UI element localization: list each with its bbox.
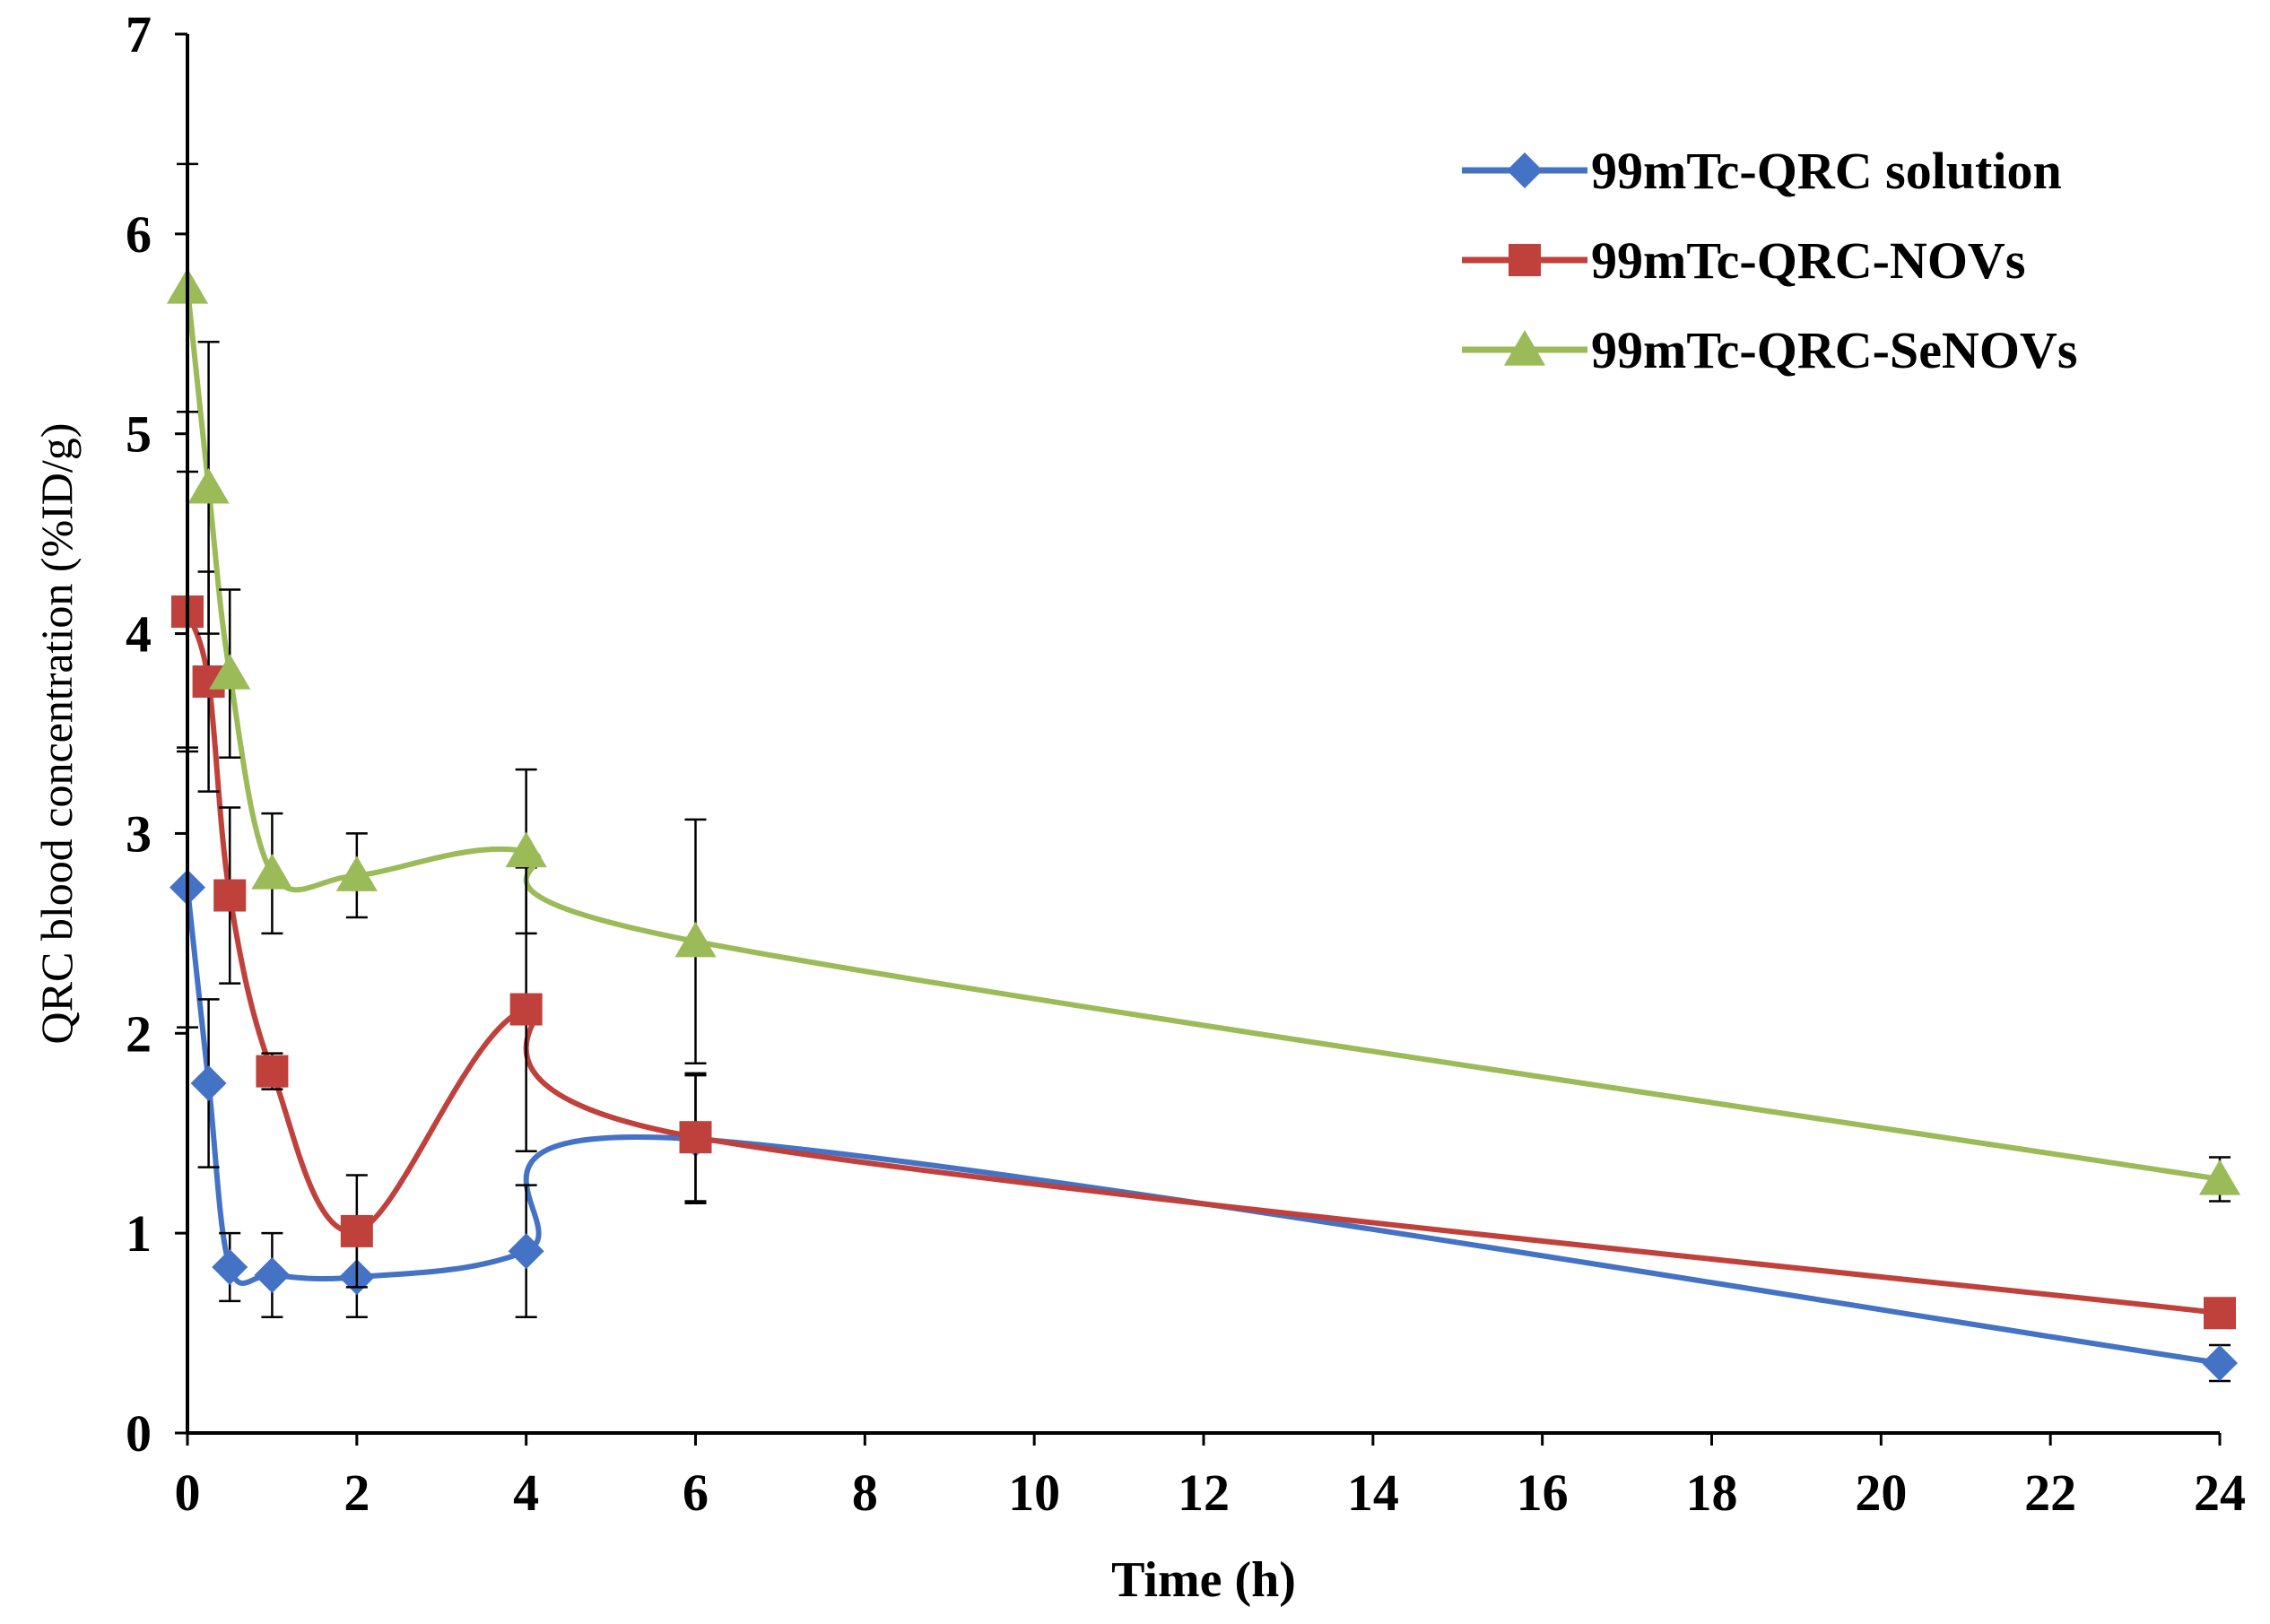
x-tick-label: 14 (1347, 1463, 1399, 1522)
data-point (251, 854, 293, 890)
data-point (2198, 1159, 2241, 1195)
x-tick-label: 4 (513, 1463, 539, 1522)
data-point (509, 993, 543, 1026)
data-point (674, 921, 717, 958)
data-point (187, 467, 230, 504)
series-1 (171, 470, 2236, 1330)
legend-marker (1509, 244, 1541, 276)
series-0 (170, 746, 2238, 1383)
y-axis-title: QRC blood concentration (%ID/g) (31, 423, 82, 1045)
x-tick-label: 20 (1855, 1463, 1907, 1522)
series-line (185, 287, 2221, 1182)
x-tick-label: 8 (852, 1463, 878, 1522)
y-tick-label: 1 (126, 1204, 152, 1263)
data-point (254, 1256, 291, 1293)
data-point (212, 1249, 248, 1286)
data-point (505, 831, 547, 868)
x-axis-title: Time (h) (1111, 1552, 1296, 1608)
data-point (340, 1214, 373, 1247)
legend-marker (1507, 152, 1543, 188)
legend: 99mTc-QRC solution 99mTc-QRC-NOVs 99mTc-QR… (1462, 142, 2077, 379)
series-line (185, 611, 2221, 1316)
x-tick-label: 12 (1178, 1463, 1230, 1522)
x-tick-label: 16 (1517, 1463, 1569, 1522)
data-point (335, 855, 378, 891)
legend-marker (1503, 330, 1546, 366)
data-point (213, 879, 247, 912)
x-tick-label: 0 (175, 1463, 201, 1522)
y-tick-label: 3 (126, 804, 152, 863)
series-line (185, 887, 2221, 1366)
x-tick-label: 2 (344, 1463, 370, 1522)
x-tick-label: 6 (683, 1463, 709, 1522)
x-tick-label: 24 (2194, 1463, 2246, 1522)
x-tick-label: 10 (1008, 1463, 1060, 1522)
legend-label: 99mTc-QRC solution (1591, 142, 2062, 200)
data-point (679, 1121, 712, 1154)
data-point (190, 1065, 227, 1101)
data-point (2202, 1345, 2238, 1381)
legend-label: 99mTc-QRC-SeNOVs (1591, 321, 2077, 379)
legend-label: 99mTc-QRC-NOVs (1591, 231, 2025, 290)
data-point (256, 1055, 289, 1088)
y-tick-label: 2 (126, 1004, 152, 1063)
y-tick-label: 6 (126, 205, 152, 264)
y-tick-label: 7 (126, 5, 152, 64)
y-tick-label: 5 (126, 405, 152, 464)
x-tick-label: 18 (1686, 1463, 1738, 1522)
series-2 (166, 162, 2241, 1203)
data-point (2204, 1297, 2236, 1330)
x-tick-label: 22 (2024, 1463, 2076, 1522)
y-tick-label: 0 (126, 1404, 152, 1463)
y-tick-label: 4 (126, 605, 152, 664)
data-point (209, 654, 251, 690)
data-point (508, 1233, 544, 1270)
